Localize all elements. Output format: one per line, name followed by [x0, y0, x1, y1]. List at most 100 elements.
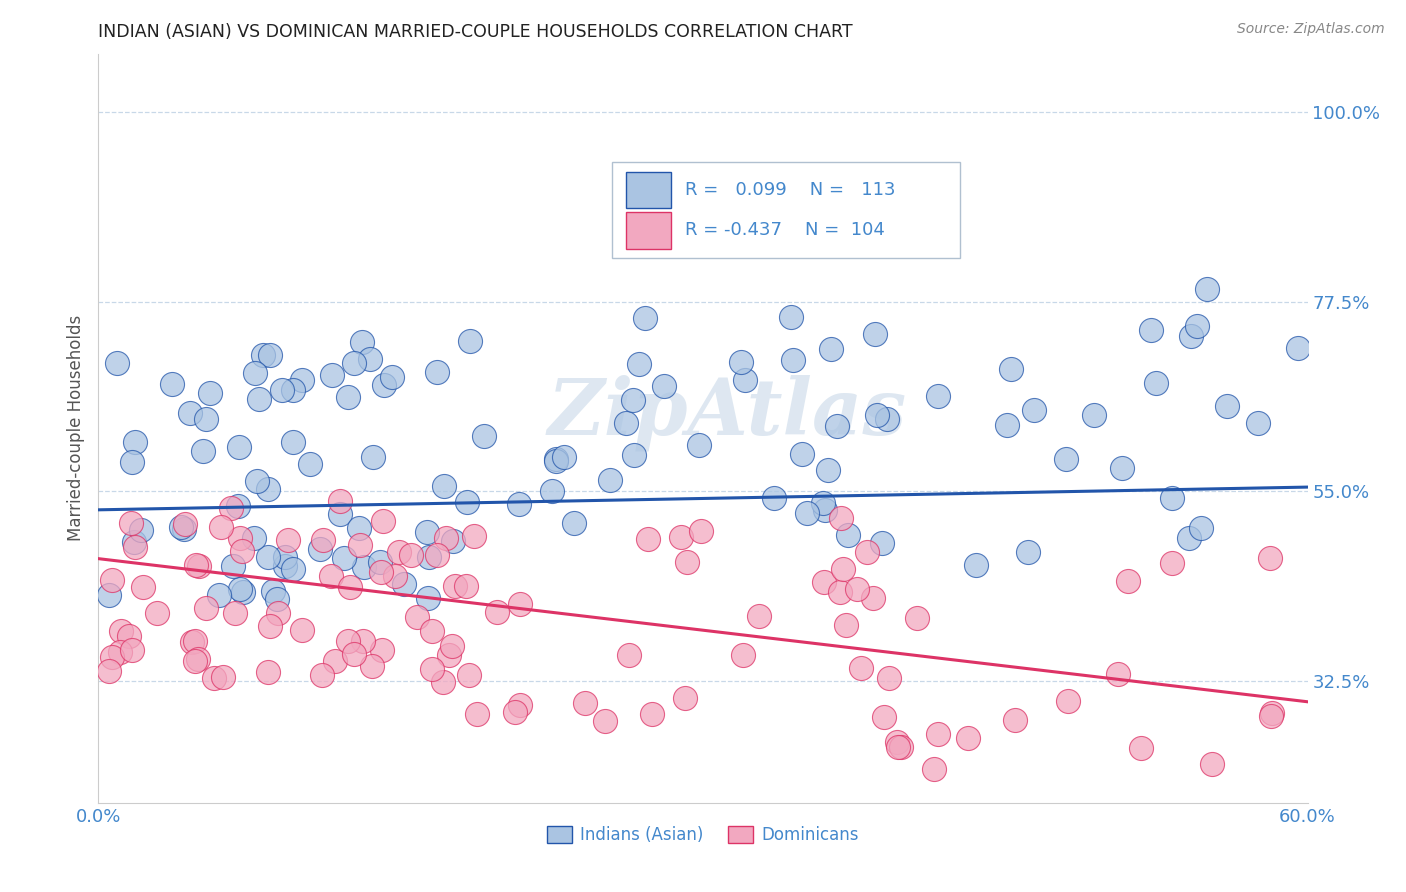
Point: [734, 373, 756, 387]
Point: [669, 530, 692, 544]
Point: [266, 591, 288, 606]
Point: [392, 577, 415, 591]
Point: [1185, 318, 1208, 333]
Point: [1189, 521, 1212, 535]
Point: [179, 406, 201, 420]
Point: [862, 591, 884, 606]
Point: [98, 587, 121, 601]
Point: [1057, 694, 1080, 708]
Point: [877, 671, 900, 685]
Point: [312, 533, 335, 547]
Point: [309, 542, 332, 557]
Point: [243, 366, 266, 380]
Point: [472, 429, 495, 443]
Point: [426, 365, 449, 379]
Point: [1180, 329, 1202, 343]
Point: [995, 417, 1018, 432]
Point: [319, 568, 342, 582]
Point: [120, 516, 142, 530]
Point: [890, 740, 912, 755]
Point: [381, 370, 404, 384]
Point: [274, 549, 297, 564]
Point: [170, 520, 193, 534]
Point: [634, 311, 657, 326]
Point: [121, 643, 143, 657]
Point: [733, 648, 755, 662]
Point: [291, 373, 314, 387]
Point: [349, 538, 371, 552]
Point: [856, 545, 879, 559]
Point: [267, 606, 290, 620]
Point: [183, 634, 205, 648]
Point: [108, 645, 131, 659]
Point: [599, 474, 621, 488]
Point: [122, 535, 145, 549]
Point: [173, 522, 195, 536]
Point: [231, 543, 253, 558]
Point: [485, 606, 508, 620]
Point: [259, 348, 281, 362]
Point: [689, 524, 711, 539]
Point: [198, 385, 221, 400]
Point: [748, 608, 770, 623]
Point: [337, 390, 360, 404]
Point: [343, 647, 366, 661]
Point: [422, 624, 444, 639]
Point: [458, 668, 481, 682]
Point: [676, 555, 699, 569]
Point: [359, 351, 381, 366]
Point: [299, 457, 322, 471]
Point: [873, 709, 896, 723]
Point: [887, 739, 910, 754]
Point: [187, 651, 209, 665]
Point: [1216, 399, 1239, 413]
Point: [228, 440, 250, 454]
Text: R = -0.437    N =  104: R = -0.437 N = 104: [685, 221, 884, 239]
Point: [463, 529, 485, 543]
Point: [621, 392, 644, 407]
Point: [957, 731, 980, 745]
Point: [1160, 491, 1182, 505]
Point: [845, 582, 868, 597]
Point: [184, 654, 207, 668]
Point: [323, 654, 346, 668]
Point: [825, 418, 848, 433]
Point: [418, 549, 440, 564]
Point: [440, 639, 463, 653]
Point: [100, 649, 122, 664]
Point: [830, 511, 852, 525]
Point: [246, 474, 269, 488]
Point: [232, 585, 254, 599]
Point: [503, 705, 526, 719]
Point: [832, 562, 855, 576]
Point: [110, 624, 132, 638]
Point: [870, 535, 893, 549]
Point: [329, 493, 352, 508]
Point: [97, 664, 120, 678]
Point: [593, 714, 616, 729]
Point: [437, 648, 460, 663]
Point: [405, 610, 427, 624]
Point: [1083, 408, 1105, 422]
Point: [876, 411, 898, 425]
Point: [813, 574, 835, 589]
Point: [617, 648, 640, 662]
Point: [371, 643, 394, 657]
Point: [886, 734, 908, 748]
Point: [641, 706, 664, 721]
Point: [373, 377, 395, 392]
Point: [229, 582, 252, 596]
Point: [441, 533, 464, 548]
Point: [352, 334, 374, 349]
Point: [934, 206, 956, 220]
Point: [426, 549, 449, 563]
Point: [222, 558, 245, 573]
Y-axis label: Married-couple Households: Married-couple Households: [66, 315, 84, 541]
Point: [1116, 574, 1139, 588]
Point: [927, 727, 949, 741]
Point: [388, 544, 411, 558]
Point: [277, 533, 299, 547]
Point: [187, 559, 209, 574]
Point: [814, 502, 837, 516]
Point: [863, 327, 886, 342]
